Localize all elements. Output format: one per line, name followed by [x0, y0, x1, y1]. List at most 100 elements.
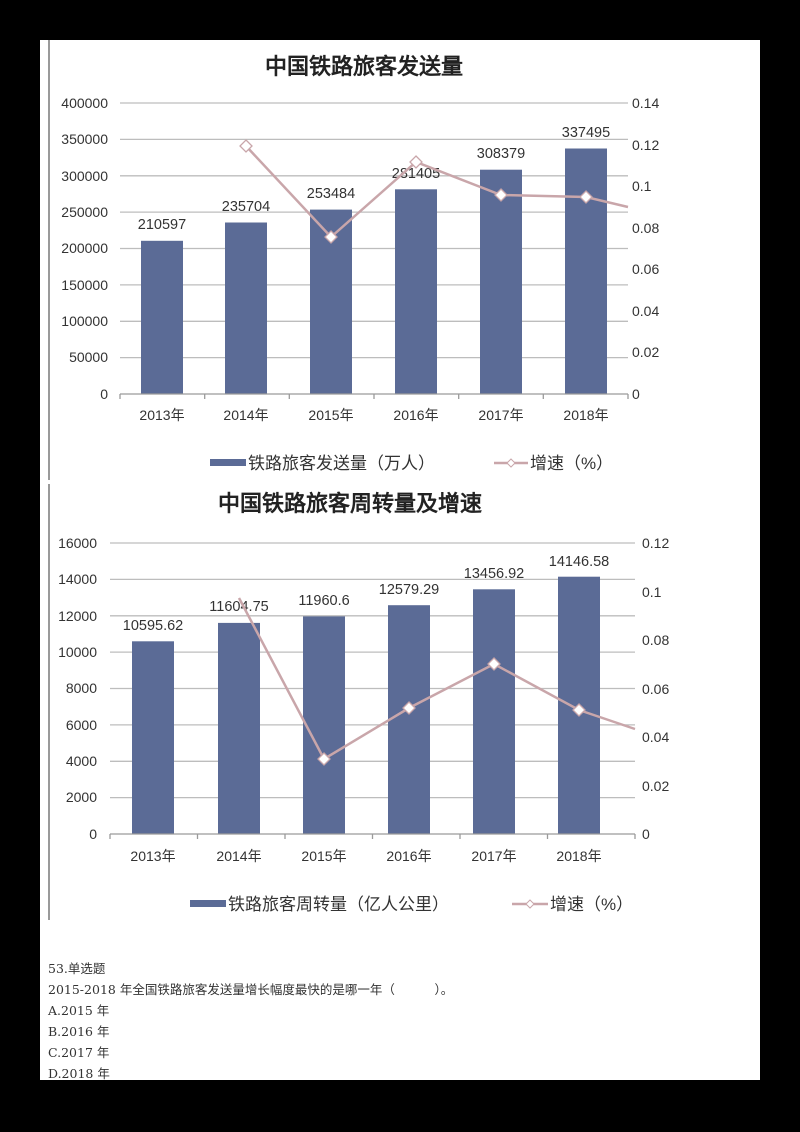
svg-text:2018年: 2018年 [563, 407, 608, 423]
svg-text:250000: 250000 [61, 204, 108, 220]
legend-bar-label: 铁路旅客发送量（万人） [248, 454, 435, 473]
bar-label: 210597 [138, 217, 186, 233]
marker-diamond-icon [324, 230, 338, 244]
svg-text:6000: 6000 [66, 717, 97, 733]
svg-text:0.1: 0.1 [642, 584, 662, 600]
bar-label: 235704 [222, 199, 270, 215]
right-axis-ticks: 0.12 0.1 0.08 0.06 0.04 0.02 0 [642, 535, 669, 842]
bar-value-labels: 10595.62 11604.75 11960.6 12579.29 13456… [123, 554, 609, 634]
x-axis [109, 833, 636, 839]
left-border-rule [48, 40, 50, 480]
bar-2015 [303, 616, 345, 834]
option-a[interactable]: A.2015 年 [48, 1003, 110, 1018]
legend-bar-label: 铁路旅客周转量（亿人公里） [228, 895, 449, 914]
svg-text:12000: 12000 [58, 608, 97, 624]
chart-title: 中国铁路旅客周转量及增速 [218, 491, 482, 517]
svg-text:2014年: 2014年 [216, 848, 261, 864]
chart-title: 中国铁路旅客发送量 [265, 54, 463, 80]
marker-diamond-icon [572, 703, 586, 717]
svg-text:300000: 300000 [61, 168, 108, 184]
svg-text:50000: 50000 [69, 349, 108, 365]
svg-text:2013年: 2013年 [130, 848, 175, 864]
bar-2014 [225, 222, 267, 394]
option-c[interactable]: C.2017 年 [48, 1045, 110, 1060]
x-axis [119, 393, 629, 399]
svg-text:0: 0 [632, 386, 640, 402]
bar-label: 14146.58 [549, 554, 609, 570]
bar-label: 253484 [307, 186, 355, 202]
legend-bar-swatch [190, 900, 226, 907]
bar-label: 10595.62 [123, 618, 183, 634]
growth-markers [317, 657, 586, 766]
bar-2014 [218, 622, 260, 834]
marker-diamond-icon [317, 752, 331, 766]
option-b[interactable]: B.2016 年 [48, 1024, 110, 1039]
svg-text:0.14: 0.14 [632, 95, 659, 111]
legend-bar-swatch [210, 459, 246, 466]
svg-text:10000: 10000 [58, 644, 97, 660]
category-labels: 2013年 2014年 2015年 2016年 2017年 2018年 [130, 848, 601, 864]
bar-2016 [388, 605, 430, 834]
gridlines [110, 542, 635, 799]
svg-text:0.12: 0.12 [642, 535, 669, 551]
legend-diamond-icon [506, 458, 516, 468]
svg-text:400000: 400000 [61, 95, 108, 111]
bar-value-labels: 210597 235704 253484 281405 308379 33749… [138, 125, 610, 233]
svg-text:100000: 100000 [61, 313, 108, 329]
bar-2013 [141, 240, 183, 394]
svg-text:2017年: 2017年 [471, 848, 516, 864]
svg-text:2013年: 2013年 [139, 407, 184, 423]
right-axis-ticks: 0.14 0.12 0.1 0.08 0.06 0.04 0.02 0 [632, 95, 659, 402]
legend-line-label: 增速（%） [550, 895, 633, 914]
svg-text:2016年: 2016年 [386, 848, 431, 864]
svg-text:200000: 200000 [61, 240, 108, 256]
svg-text:0.02: 0.02 [642, 778, 669, 794]
bar-2013 [132, 641, 174, 834]
svg-text:0.04: 0.04 [632, 303, 659, 319]
svg-text:2014年: 2014年 [223, 407, 268, 423]
bar-label: 308379 [477, 146, 525, 162]
bar-label: 12579.29 [379, 582, 439, 598]
svg-text:0.12: 0.12 [632, 137, 659, 153]
svg-text:0.02: 0.02 [632, 344, 659, 360]
svg-text:2000: 2000 [66, 789, 97, 805]
category-labels: 2013年 2014年 2015年 2016年 2017年 2018年 [139, 407, 608, 423]
legend: 铁路旅客周转量（亿人公里） 增速（%） [190, 895, 633, 914]
bar-label: 11604.75 [209, 599, 268, 615]
svg-text:4000: 4000 [66, 753, 97, 769]
left-axis-ticks: 400000 350000 300000 250000 200000 15000… [61, 95, 108, 402]
svg-text:16000: 16000 [58, 535, 97, 551]
svg-text:0.08: 0.08 [642, 632, 669, 648]
marker-diamond-icon [579, 190, 593, 204]
marker-diamond-icon [494, 188, 508, 202]
bar-label: 13456.92 [464, 566, 524, 582]
legend-line-label: 增速（%） [530, 454, 613, 473]
marker-diamond-icon [239, 139, 253, 153]
svg-text:2017年: 2017年 [478, 407, 523, 423]
page: 中国铁路旅客发送量 [40, 40, 760, 1081]
question-stem: 2015-2018 年全国铁路旅客发送量增长幅度最快的是哪一年（ ）。 [48, 982, 454, 997]
left-border-rule [48, 484, 50, 920]
bar-label: 281405 [392, 166, 440, 182]
svg-text:0.08: 0.08 [632, 220, 659, 236]
bar-2017 [473, 589, 515, 834]
question-header: 53.单选题 [48, 961, 106, 976]
bar-series [132, 576, 600, 834]
chart-passenger-volume: 中国铁路旅客发送量 [61, 54, 659, 473]
svg-text:2015年: 2015年 [301, 848, 346, 864]
bar-2018 [565, 148, 607, 394]
svg-text:0.1: 0.1 [632, 178, 652, 194]
option-d[interactable]: D.2018 年 [48, 1066, 110, 1081]
bar-series [141, 148, 607, 394]
bar-label: 11960.6 [298, 593, 349, 609]
growth-line [245, 145, 629, 239]
svg-text:150000: 150000 [61, 277, 108, 293]
svg-text:2018年: 2018年 [556, 848, 601, 864]
svg-text:2015年: 2015年 [308, 407, 353, 423]
growth-line [237, 597, 636, 761]
svg-text:8000: 8000 [66, 680, 97, 696]
svg-text:0: 0 [89, 826, 97, 842]
svg-text:0.06: 0.06 [632, 261, 659, 277]
gridlines [120, 102, 628, 359]
growth-markers [239, 139, 593, 244]
